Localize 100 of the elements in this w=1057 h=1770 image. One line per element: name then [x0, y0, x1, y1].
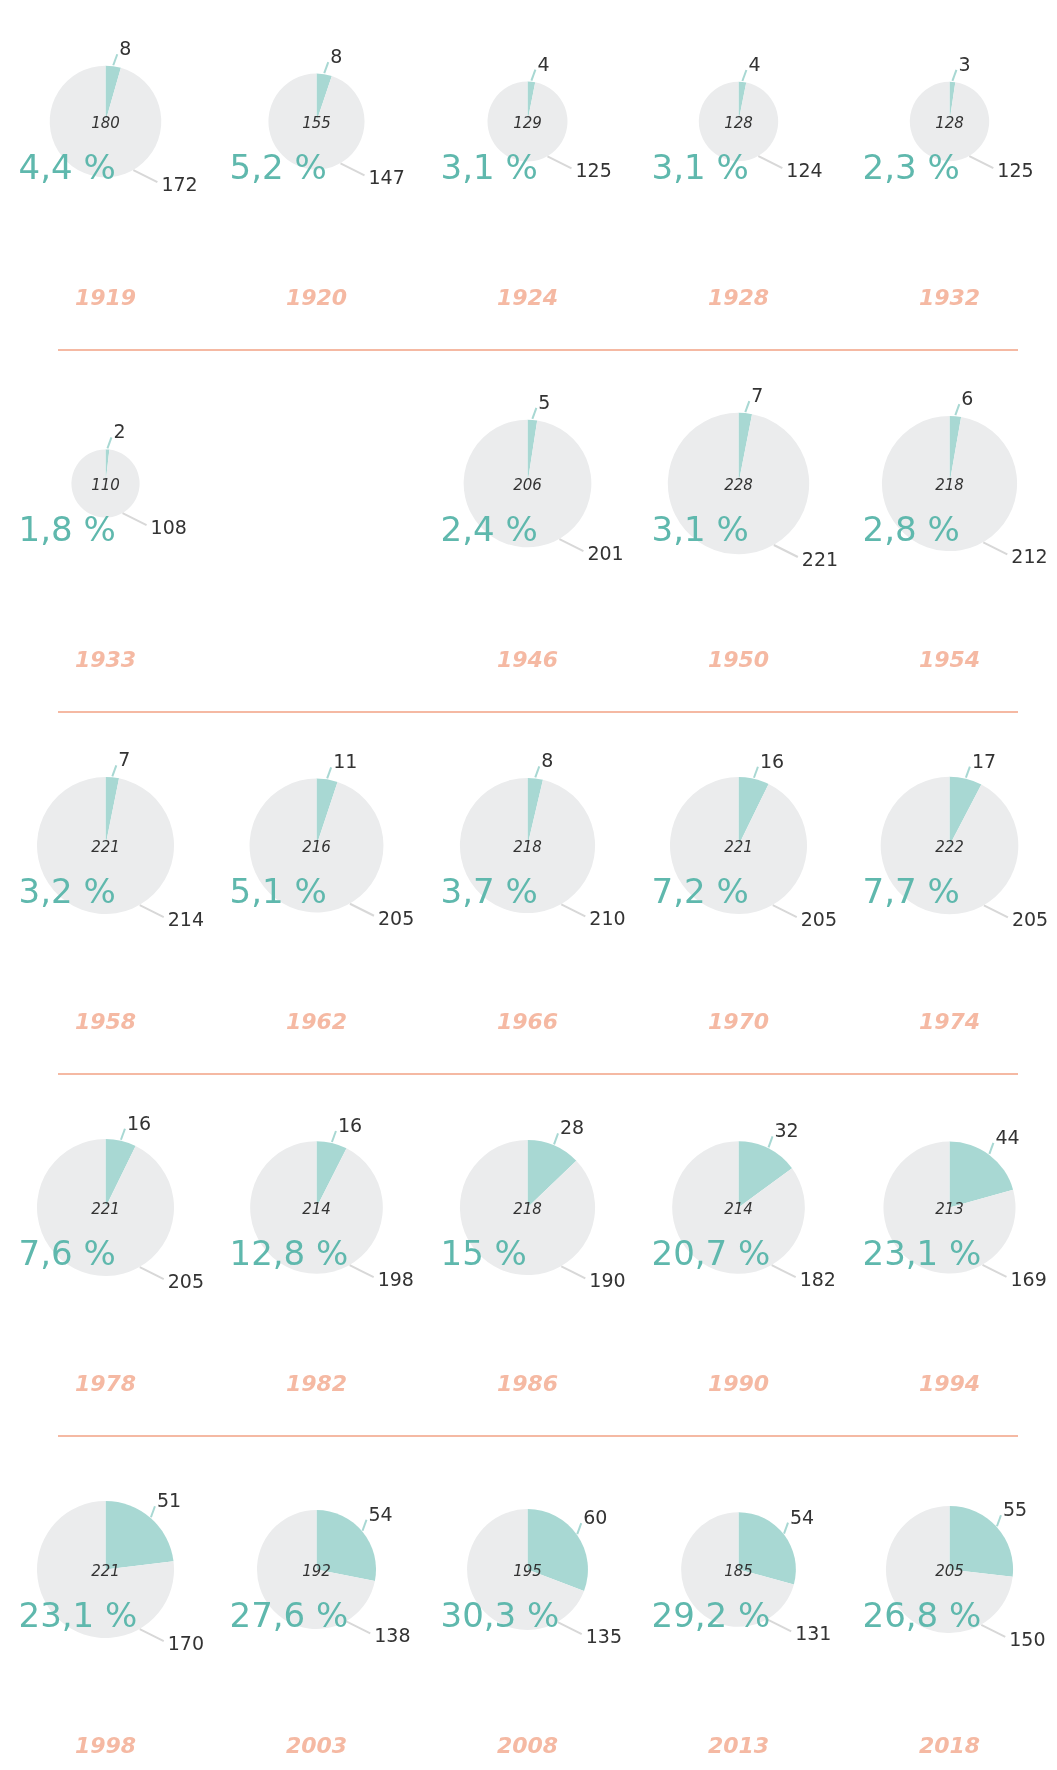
text: 1966: [496, 1008, 559, 1034]
text: 155: [302, 113, 331, 132]
text: 221: [724, 837, 753, 856]
data-label: 3: [958, 52, 971, 75]
data-label: 205: [800, 908, 838, 931]
text: 1932: [918, 284, 981, 310]
data-label: 221: [801, 547, 839, 570]
text: 3,1 %: [651, 508, 749, 549]
text: 216: [302, 837, 331, 856]
text: 222: [935, 837, 964, 856]
data-label: 7: [751, 384, 764, 407]
text: 1994: [918, 1370, 981, 1396]
text: 2,3 %: [862, 146, 960, 187]
data-label: 182: [799, 1268, 836, 1291]
text: 5,1 %: [229, 870, 327, 911]
text: 110: [91, 475, 120, 494]
text: 23,1 %: [862, 1232, 982, 1273]
data-label: 214: [167, 908, 205, 931]
text: 128: [724, 113, 753, 132]
text: 180: [91, 113, 120, 132]
text: 3,1 %: [651, 146, 749, 187]
data-label: 8: [119, 37, 132, 60]
text: 1920: [285, 284, 348, 310]
text: 129: [513, 113, 542, 132]
data-label: 172: [161, 173, 198, 196]
text: 195: [513, 1561, 542, 1580]
data-label: 205: [1011, 908, 1049, 931]
data-label: 205: [377, 906, 415, 929]
text: 1974: [918, 1008, 981, 1034]
data-label: 54: [790, 1505, 815, 1528]
text: 1950: [707, 646, 770, 672]
text: 1970: [707, 1008, 770, 1034]
text: 1954: [918, 646, 981, 672]
text: 23,1 %: [18, 1594, 138, 1635]
text: 214: [724, 1199, 753, 1218]
data-label: 16: [337, 1113, 363, 1136]
text: 3,1 %: [440, 146, 538, 187]
data-label: 32: [774, 1119, 799, 1142]
data-label: 4: [748, 53, 761, 76]
text: 1958: [74, 1008, 137, 1034]
data-label: 210: [589, 907, 626, 930]
text: 5,2 %: [229, 146, 327, 187]
data-label: 8: [541, 749, 554, 772]
data-label: 190: [589, 1269, 626, 1292]
data-label: 5: [538, 390, 551, 413]
data-label: 2: [113, 420, 126, 443]
data-label: 212: [1011, 545, 1048, 568]
text: 206: [513, 475, 542, 494]
text: 30,3 %: [440, 1594, 560, 1635]
data-label: 44: [995, 1125, 1020, 1148]
data-label: 131: [795, 1622, 832, 1645]
text: 1986: [496, 1370, 559, 1396]
text: 7,7 %: [862, 870, 960, 911]
text: 1982: [285, 1370, 348, 1396]
text: 15 %: [440, 1232, 527, 1273]
data-label: 201: [587, 542, 624, 565]
text: 2003: [285, 1732, 348, 1758]
data-label: 6: [961, 387, 974, 410]
text: 205: [935, 1561, 964, 1580]
text: 1919: [74, 284, 137, 310]
data-label: 150: [1009, 1627, 1046, 1650]
text: 1946: [496, 646, 559, 672]
text: 2,4 %: [440, 508, 538, 549]
data-label: 16: [126, 1111, 152, 1134]
data-label: 16: [759, 749, 785, 772]
data-label: 125: [575, 159, 612, 182]
text: 1962: [285, 1008, 348, 1034]
text: 3,7 %: [440, 870, 538, 911]
data-label: 135: [585, 1625, 622, 1648]
text: 1998: [74, 1732, 137, 1758]
text: 27,6 %: [229, 1594, 349, 1635]
data-label: 125: [997, 159, 1034, 182]
text: 20,7 %: [651, 1232, 771, 1273]
data-label: 28: [560, 1116, 585, 1139]
text: 1933: [74, 646, 137, 672]
text: 1990: [707, 1370, 770, 1396]
data-label: 169: [1010, 1267, 1047, 1290]
data-label: 108: [150, 516, 187, 539]
text: 29,2 %: [651, 1594, 771, 1635]
text: 221: [91, 1561, 120, 1580]
text: 1978: [74, 1370, 137, 1396]
text: 221: [91, 1199, 120, 1218]
text: 218: [513, 1199, 542, 1218]
data-label: 124: [786, 159, 823, 182]
data-label: 55: [1002, 1498, 1028, 1521]
text: 4,4 %: [18, 146, 116, 187]
text: 2,8 %: [862, 508, 960, 549]
data-label: 205: [167, 1270, 205, 1293]
text: 1,8 %: [18, 508, 116, 549]
text: 221: [91, 837, 120, 856]
text: 7,2 %: [651, 870, 749, 911]
text: 185: [724, 1561, 753, 1580]
data-label: 54: [368, 1502, 393, 1525]
data-label: 198: [377, 1268, 414, 1291]
text: 192: [302, 1561, 331, 1580]
data-label: 51: [156, 1489, 182, 1512]
data-label: 147: [368, 166, 405, 189]
text: 3,2 %: [18, 870, 116, 911]
data-label: 60: [583, 1506, 608, 1529]
data-label: 4: [537, 52, 550, 75]
